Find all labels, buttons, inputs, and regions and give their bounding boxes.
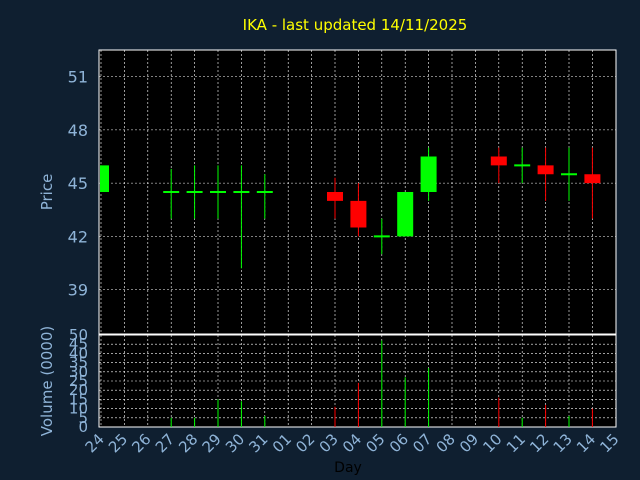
x-tick-label: 03 xyxy=(316,430,342,456)
x-tick-label: 28 xyxy=(175,430,201,456)
x-tick-label: 27 xyxy=(152,430,178,456)
volume-tick-label: 0 xyxy=(78,418,88,436)
x-tick-label: 04 xyxy=(339,430,365,456)
x-tick-label: 30 xyxy=(222,430,248,456)
volume-tick-label: 30 xyxy=(69,363,88,381)
candle-body xyxy=(514,164,531,167)
volume-panel xyxy=(98,334,617,428)
price-panel xyxy=(98,49,617,335)
x-tick-label: 06 xyxy=(386,430,412,456)
volume-tick-label: 25 xyxy=(69,372,88,390)
chart-title: IKA - last updated 14/11/2025 xyxy=(243,16,468,34)
x-ticks: 2425262728293031010203040506070809101112… xyxy=(82,430,623,456)
x-tick-label: 29 xyxy=(199,430,225,456)
candle-body xyxy=(233,191,250,193)
candle-body xyxy=(210,191,226,193)
volume-bars xyxy=(170,340,593,427)
x-tick-label: 07 xyxy=(409,430,435,456)
candle-body xyxy=(373,235,390,238)
candle-body xyxy=(256,191,273,193)
price-tick-label: 48 xyxy=(68,121,88,140)
volume-tick-label: 5 xyxy=(78,409,88,427)
volume-tick-label: 40 xyxy=(69,344,88,362)
x-tick-label: 09 xyxy=(456,430,482,456)
candle-body xyxy=(561,173,577,176)
x-axis-label: Day xyxy=(334,460,362,476)
candle-body xyxy=(100,165,109,192)
x-tick-label: 14 xyxy=(573,430,599,456)
price-tick-label: 45 xyxy=(68,174,88,193)
candle-body xyxy=(537,165,554,175)
volume-tick-label: 15 xyxy=(69,390,88,408)
x-tick-label: 26 xyxy=(128,430,154,456)
candles xyxy=(100,147,601,269)
price-tick-label: 51 xyxy=(68,68,88,87)
x-tick-label: 25 xyxy=(105,430,131,456)
candle-body xyxy=(490,156,507,166)
x-tick-label: 01 xyxy=(269,430,295,456)
candle-body xyxy=(397,192,414,237)
candle-body xyxy=(186,191,203,193)
x-tick-label: 02 xyxy=(292,430,318,456)
candle-body xyxy=(327,192,343,201)
volume-tick-label: 45 xyxy=(69,335,88,353)
price-axis-label: Price xyxy=(38,174,56,211)
x-tick-label: 31 xyxy=(245,430,271,456)
volume-tick-label: 20 xyxy=(69,381,88,399)
candle-body xyxy=(350,200,367,228)
volume-axis-label: Volume (0000) xyxy=(38,326,56,436)
price-tick-label: 39 xyxy=(68,281,88,300)
volume-tick-label: 35 xyxy=(69,354,88,372)
x-tick-label: 12 xyxy=(526,430,552,456)
x-tick-label: 08 xyxy=(433,430,459,456)
x-tick-label: 11 xyxy=(503,430,529,456)
price-tick-label: 42 xyxy=(68,227,88,246)
x-tick-label: 13 xyxy=(550,430,576,456)
candle-body xyxy=(163,191,180,193)
x-tick-label: 15 xyxy=(596,430,622,456)
volume-tick-label: 50 xyxy=(69,326,88,344)
volume-tick-label: 10 xyxy=(69,400,88,418)
candle-body xyxy=(584,174,601,184)
candle-body xyxy=(420,156,437,192)
price-y-ticks: 39 42 45 48 51 xyxy=(68,68,88,300)
x-tick-label: 10 xyxy=(479,430,505,456)
x-tick-label: 05 xyxy=(362,430,388,456)
